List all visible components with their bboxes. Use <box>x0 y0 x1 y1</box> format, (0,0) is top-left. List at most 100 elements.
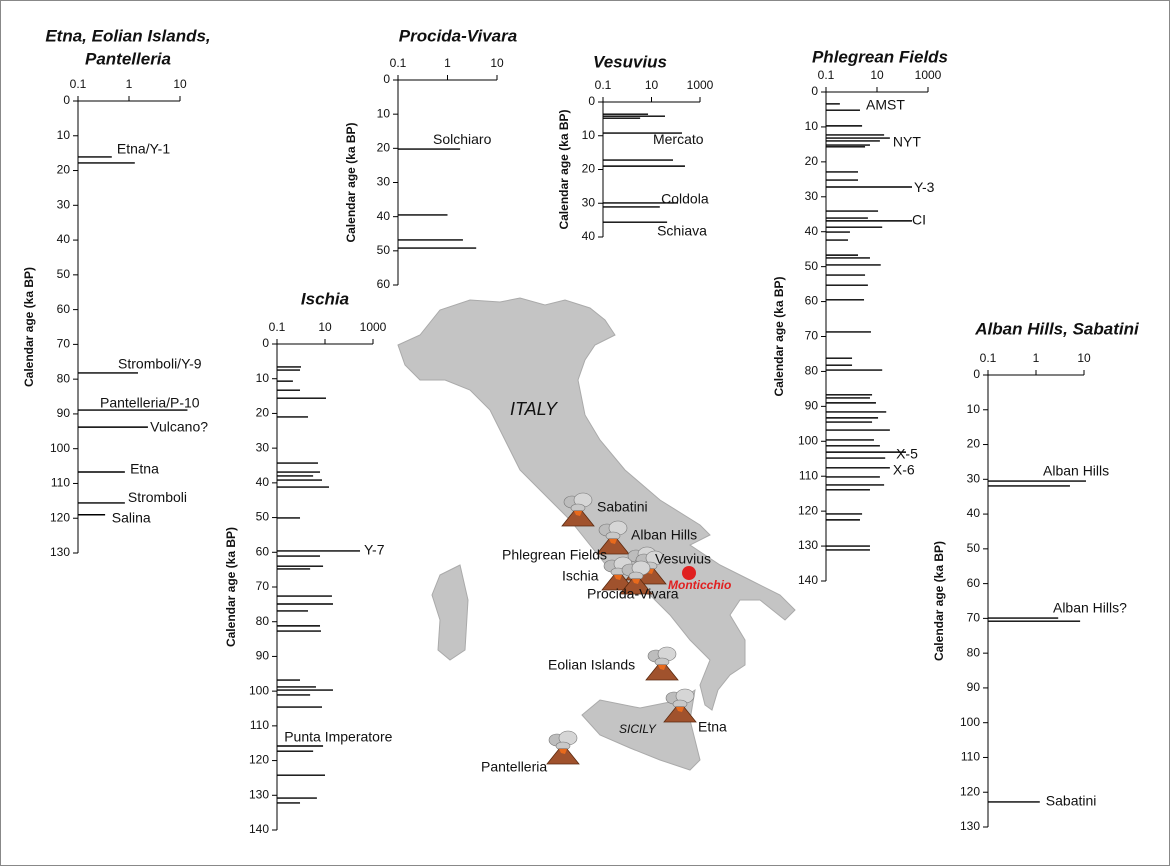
y-tick-label: 100 <box>249 683 269 697</box>
y-tick-label: 100 <box>960 715 980 729</box>
y-tick-label: 90 <box>805 399 819 413</box>
x-tick-label: 0.1 <box>269 320 286 334</box>
chart-title: Pantelleria <box>85 49 171 68</box>
y-tick-label: 0 <box>262 336 269 350</box>
panel: Procida-Vivara Calendar age (ka BP) 0.1 1 10… <box>344 26 517 291</box>
x-tick-label: 1 <box>126 77 133 91</box>
y-axis-label: Calendar age (ka BP) <box>772 276 786 396</box>
panel: Phlegrean Fields Calendar age (ka BP) 0.1 1… <box>772 47 948 587</box>
map: ITALY SICILY Sabatini Alban Hills Phlegr… <box>397 297 796 775</box>
map-label: Alban Hills <box>631 527 697 543</box>
x-tick-label: 1 <box>1033 351 1040 365</box>
y-tick-label: 30 <box>805 189 819 203</box>
y-tick-label: 70 <box>805 329 819 343</box>
y-tick-label: 40 <box>57 232 71 246</box>
annotation: Etna/Y-1 <box>117 141 170 157</box>
x-tick-label: 10 <box>645 78 659 92</box>
chart-title: Ischia <box>301 289 349 308</box>
annotation: Sabatini <box>1046 793 1097 809</box>
x-tick-label: 0.1 <box>818 68 835 82</box>
x-tick-label: 1000 <box>360 320 387 334</box>
y-tick-label: 120 <box>960 784 980 798</box>
y-tick-label: 30 <box>256 440 270 454</box>
y-tick-label: 110 <box>961 750 980 764</box>
annotation: Stromboli <box>128 489 187 505</box>
annotation: X-5 <box>896 446 918 462</box>
y-tick-label: 130 <box>798 538 818 552</box>
annotation: Vulcano? <box>150 419 208 435</box>
annotation: Mercato <box>653 131 704 147</box>
annotation: Etna <box>130 461 159 477</box>
y-tick-label: 100 <box>798 433 818 447</box>
y-tick-label: 60 <box>57 302 71 316</box>
y-tick-label: 20 <box>967 437 981 451</box>
y-tick-label: 120 <box>249 753 269 767</box>
y-tick-label: 10 <box>57 128 71 142</box>
x-tick-label: 1 <box>444 56 451 70</box>
x-tick-label: 0.1 <box>390 56 407 70</box>
y-tick-label: 40 <box>377 209 391 223</box>
y-tick-label: 130 <box>249 787 269 801</box>
y-tick-label: 90 <box>256 649 270 663</box>
y-axis-label: Calendar age (ka BP) <box>22 267 36 387</box>
map-label: SICILY <box>619 722 657 736</box>
annotation: Schiava <box>657 223 707 239</box>
panel: Vesuvius Calendar age (ka BP) 0.1 10 1000 0 10… <box>557 52 713 243</box>
map-label: Ischia <box>562 568 599 584</box>
y-tick-label: 60 <box>256 544 270 558</box>
annotation: Pantelleria/P-10 <box>100 395 200 411</box>
y-tick-label: 0 <box>588 94 595 108</box>
y-tick-label: 10 <box>256 371 270 385</box>
map-label: Pantelleria <box>481 759 547 775</box>
annotation: Salina <box>112 510 151 526</box>
y-tick-label: 50 <box>967 541 981 555</box>
annotation: X-6 <box>893 462 915 478</box>
y-tick-label: 20 <box>582 162 596 176</box>
y-tick-label: 80 <box>57 371 71 385</box>
y-tick-label: 140 <box>798 573 818 587</box>
y-tick-label: 30 <box>377 175 391 189</box>
x-tick-label: 0.1 <box>70 77 87 91</box>
map-label: Sabatini <box>597 499 648 515</box>
chart-title: Procida-Vivara <box>399 26 517 45</box>
sicily-shape <box>581 688 701 771</box>
y-tick-label: 20 <box>805 154 819 168</box>
annotation: Punta Imperatore <box>284 729 392 745</box>
x-tick-label: 10 <box>870 68 884 82</box>
y-tick-label: 90 <box>967 680 981 694</box>
annotation: AMST <box>866 97 905 113</box>
y-tick-label: 60 <box>377 277 391 291</box>
y-tick-label: 110 <box>799 468 818 482</box>
y-tick-label: 0 <box>973 367 980 381</box>
y-tick-label: 40 <box>256 475 270 489</box>
sardinia-shape <box>431 564 469 661</box>
y-tick-label: 30 <box>57 197 71 211</box>
y-tick-label: 10 <box>967 402 981 416</box>
map-label: Etna <box>698 719 727 735</box>
x-tick-label: 1000 <box>915 68 942 82</box>
y-tick-label: 90 <box>57 406 71 420</box>
y-tick-label: 50 <box>377 243 391 257</box>
y-tick-label: 130 <box>960 819 980 833</box>
y-tick-label: 20 <box>57 163 71 177</box>
y-tick-label: 10 <box>377 106 391 120</box>
annotation: Solchiaro <box>433 131 492 147</box>
y-tick-label: 80 <box>967 645 981 659</box>
y-tick-label: 80 <box>805 364 819 378</box>
panel: Etna, Eolian Islands, Pantelleria Calendar… <box>22 26 210 559</box>
y-tick-label: 20 <box>377 141 391 155</box>
annotation: Alban Hills? <box>1053 600 1127 616</box>
italy-shape <box>397 297 796 711</box>
y-tick-label: 120 <box>798 503 818 517</box>
panel: Alban Hills, Sabatini Calendar age (ka BP… <box>932 319 1140 833</box>
annotation: NYT <box>893 134 921 150</box>
map-label: Monticchio <box>668 578 731 592</box>
monticchio-dot <box>682 566 696 580</box>
x-tick-label: 0.1 <box>980 351 997 365</box>
y-axis-label: Calendar age (ka BP) <box>344 122 358 242</box>
chart-title: Vesuvius <box>593 52 667 71</box>
annotation: Y-3 <box>914 179 935 195</box>
y-axis-label: Calendar age (ka BP) <box>224 527 238 647</box>
x-tick-label: 0.1 <box>595 78 612 92</box>
